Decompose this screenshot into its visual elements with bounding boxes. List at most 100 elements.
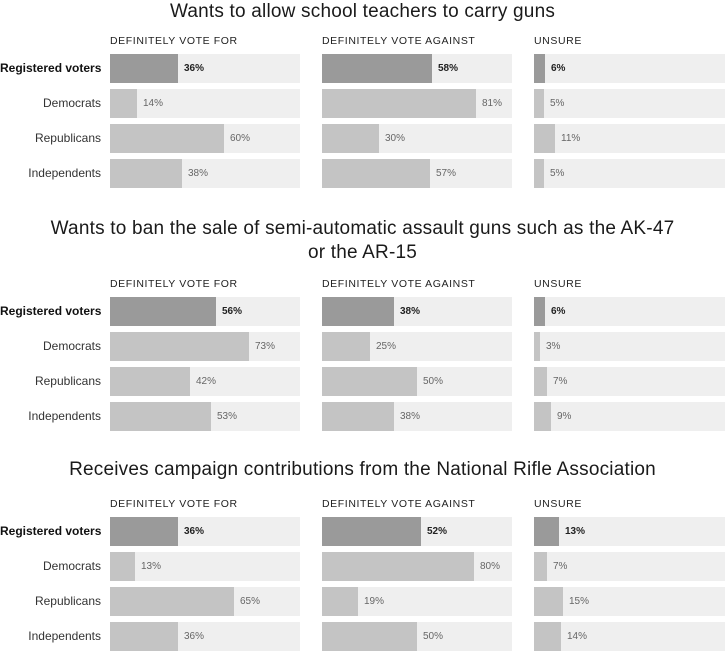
category-label: Independents <box>28 409 101 423</box>
data-label: 13% <box>565 526 586 537</box>
bar-track: 5% <box>534 159 725 188</box>
data-label: 80% <box>480 561 501 572</box>
bar-track: 42% <box>110 367 300 396</box>
bar <box>534 159 544 188</box>
data-label: 57% <box>436 168 457 179</box>
bar <box>110 332 249 361</box>
data-label: 15% <box>569 596 590 607</box>
category-label: Republicans <box>34 374 101 388</box>
data-label: 81% <box>482 98 503 109</box>
data-label: 14% <box>143 98 164 109</box>
bar <box>110 54 178 83</box>
bar-track: 6% <box>534 297 725 326</box>
data-label: 36% <box>184 526 205 537</box>
bar <box>322 332 370 361</box>
bar <box>322 89 476 118</box>
bar-track: 50% <box>322 622 512 651</box>
bar <box>110 297 216 326</box>
data-label: 14% <box>567 631 588 642</box>
data-label: 36% <box>184 631 205 642</box>
bar <box>110 402 211 431</box>
bar-track: 3% <box>534 332 725 361</box>
legend-series-header: DEFINITELY VOTE AGAINST <box>322 498 476 510</box>
data-label: 5% <box>550 168 565 179</box>
bar <box>534 402 551 431</box>
bar-track: 56% <box>110 297 300 326</box>
chart-title: Wants to allow school teachers to carry … <box>169 1 556 22</box>
bar <box>110 552 135 581</box>
legend-series-header: DEFINITELY VOTE FOR <box>110 35 238 47</box>
bar-track: 38% <box>322 402 512 431</box>
bar <box>110 124 224 153</box>
chart-title: Receives campaign contributions from the… <box>69 459 656 480</box>
bar-track: 30% <box>322 124 512 153</box>
bar-track: 65% <box>110 587 300 616</box>
bar <box>110 367 190 396</box>
data-label: 36% <box>184 63 205 74</box>
data-label: 3% <box>546 341 561 352</box>
category-label: Registered voters <box>0 61 102 75</box>
bar-track: 81% <box>322 89 512 118</box>
bar-track: 6% <box>534 54 725 83</box>
bar-track: 60% <box>110 124 300 153</box>
category-label: Independents <box>28 629 101 643</box>
data-label: 58% <box>438 63 459 74</box>
bar <box>534 89 544 118</box>
category-label: Democrats <box>42 559 101 573</box>
category-label: Registered voters <box>0 524 102 538</box>
bar <box>322 124 379 153</box>
bar-track: 50% <box>322 367 512 396</box>
data-label: 38% <box>400 306 421 317</box>
bar-track: 36% <box>110 54 300 83</box>
bar-track: 19% <box>322 587 512 616</box>
data-label: 11% <box>561 133 581 144</box>
data-label: 30% <box>385 133 406 144</box>
legend-series-header: UNSURE <box>534 278 582 290</box>
bar-track: 7% <box>534 367 725 396</box>
category-label: Republicans <box>34 594 101 608</box>
data-label: 25% <box>376 341 397 352</box>
legend-series-header: UNSURE <box>534 35 582 47</box>
bar-track: 7% <box>534 552 725 581</box>
bar-track: 73% <box>110 332 300 361</box>
data-label: 13% <box>141 561 162 572</box>
bar <box>322 552 474 581</box>
bar <box>534 297 545 326</box>
bar <box>534 552 547 581</box>
data-label: 5% <box>550 98 565 109</box>
data-label: 42% <box>196 376 217 387</box>
legend-series-header: UNSURE <box>534 498 582 510</box>
bar-track: 13% <box>534 517 725 546</box>
bar-track: 25% <box>322 332 512 361</box>
bar <box>110 517 178 546</box>
data-label: 38% <box>400 411 421 422</box>
bar <box>534 124 555 153</box>
data-label: 65% <box>240 596 261 607</box>
data-label: 9% <box>557 411 572 422</box>
bar <box>110 159 182 188</box>
data-label: 19% <box>364 596 385 607</box>
bar-track: 14% <box>534 622 725 651</box>
data-label: 60% <box>230 133 251 144</box>
data-label: 50% <box>423 376 444 387</box>
bar-track: 9% <box>534 402 725 431</box>
data-label: 38% <box>188 168 209 179</box>
bar-track: 36% <box>110 622 300 651</box>
bar <box>322 297 394 326</box>
bar-track: 15% <box>534 587 725 616</box>
bar <box>322 622 417 651</box>
chart-title: Wants to ban the sale of semi-automatic … <box>50 218 675 263</box>
bar <box>110 587 234 616</box>
bar <box>322 54 432 83</box>
bar <box>534 54 545 83</box>
bar-track: 14% <box>110 89 300 118</box>
category-label: Republicans <box>34 131 101 145</box>
bar-track: 36% <box>110 517 300 546</box>
bar-track: 38% <box>322 297 512 326</box>
bar <box>322 159 430 188</box>
bar <box>322 587 358 616</box>
bar-track: 52% <box>322 517 512 546</box>
data-label: 6% <box>551 63 566 74</box>
data-label: 52% <box>427 526 448 537</box>
bar-track: 11% <box>534 124 725 153</box>
